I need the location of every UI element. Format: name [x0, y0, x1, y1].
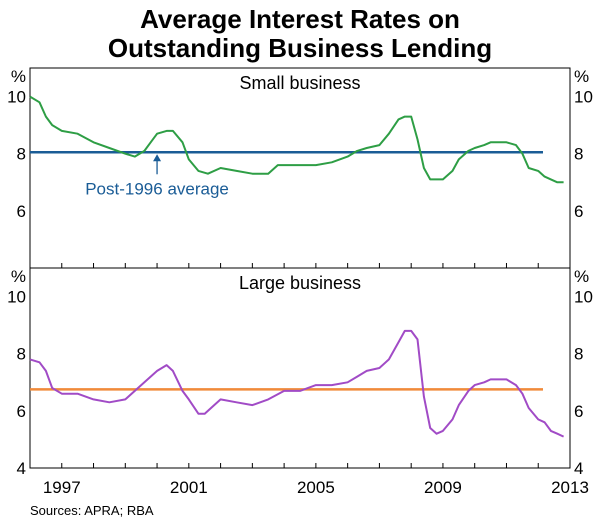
source-note: Sources: APRA; RBA [30, 503, 154, 518]
x-tick-label: 2009 [424, 478, 462, 497]
panel-frame [29, 267, 571, 469]
y-tick-label-right: 8 [574, 345, 583, 364]
y-tick-label-left: 10 [7, 288, 26, 307]
panel-title: Small business [239, 73, 360, 93]
chart-title-line2: Outstanding Business Lending [108, 33, 492, 63]
y-tick-label-left: 8 [17, 145, 26, 164]
y-tick-label-right: 6 [574, 402, 583, 421]
x-tick-label: 2001 [170, 478, 208, 497]
y-tick-label-left: 4 [17, 459, 26, 478]
y-tick-label-right: 10 [574, 288, 593, 307]
panel-title: Large business [239, 273, 361, 293]
average-annotation: Post-1996 average [85, 179, 229, 198]
x-tick-label: 2013 [551, 478, 589, 497]
y-unit-label-left: % [11, 267, 26, 286]
y-tick-label-right: 10 [574, 88, 593, 107]
series-line [29, 95, 564, 184]
y-unit-label-left: % [11, 67, 26, 86]
y-tick-label-left: 6 [17, 202, 26, 221]
x-tick-label: 1997 [43, 478, 81, 497]
series-line [29, 329, 565, 438]
y-unit-label-right: % [574, 267, 589, 286]
y-tick-label-left: 10 [7, 88, 26, 107]
chart-panels: 6 6 8 8 10 10% % Small business Post-1996 averag… [7, 67, 593, 497]
y-tick-label-left: 6 [17, 402, 26, 421]
y-tick-label-left: 8 [17, 345, 26, 364]
x-tick-label: 2005 [297, 478, 335, 497]
annotation-arrow-head [153, 154, 162, 162]
y-tick-label-right: 8 [574, 145, 583, 164]
y-unit-label-right: % [574, 67, 589, 86]
chart-title-line1: Average Interest Rates on [140, 4, 460, 34]
y-tick-label-right: 6 [574, 202, 583, 221]
panel-frame [29, 67, 571, 269]
y-tick-label-right: 4 [574, 459, 583, 478]
